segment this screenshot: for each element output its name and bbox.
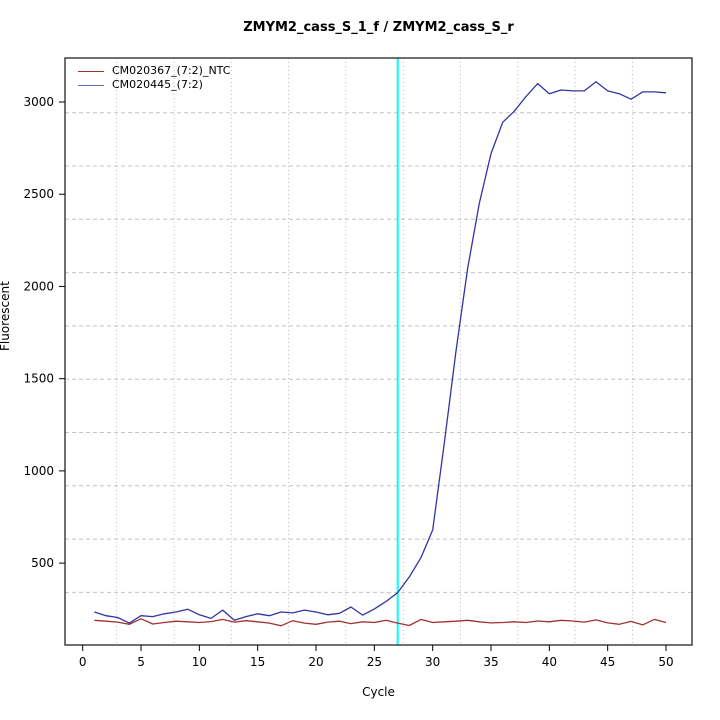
svg-text:25: 25 [367, 655, 382, 669]
svg-text:50: 50 [658, 655, 673, 669]
legend-label: CM020367_(7:2)_NTC [112, 64, 231, 77]
svg-text:20: 20 [308, 655, 323, 669]
svg-text:500: 500 [31, 556, 54, 570]
svg-text:35: 35 [483, 655, 498, 669]
svg-text:40: 40 [542, 655, 557, 669]
svg-text:30: 30 [425, 655, 440, 669]
legend-item-sample: CM020445_(7:2) [78, 78, 230, 92]
svg-text:10: 10 [192, 655, 207, 669]
svg-text:15: 15 [250, 655, 265, 669]
legend-item-ntc: CM020367_(7:2)_NTC [78, 64, 230, 78]
legend-line-swatch-red [78, 70, 104, 72]
svg-text:0: 0 [79, 655, 87, 669]
svg-text:45: 45 [600, 655, 615, 669]
svg-text:3000: 3000 [23, 95, 54, 109]
legend-line-swatch-blue [78, 84, 104, 86]
legend: CM020367_(7:2)_NTC CM020445_(7:2) [78, 64, 230, 92]
svg-text:2500: 2500 [23, 187, 54, 201]
x-axis-label: Cycle [362, 685, 395, 699]
chart-title: ZMYM2_cass_S_1_f / ZMYM2_cass_S_r [243, 20, 514, 35]
y-axis-label: Fluorescent [0, 281, 12, 351]
svg-text:5: 5 [137, 655, 145, 669]
svg-text:1500: 1500 [23, 372, 54, 386]
legend-label: CM020445_(7:2) [112, 78, 203, 91]
svg-text:1000: 1000 [23, 464, 54, 478]
svg-text:2000: 2000 [23, 279, 54, 293]
